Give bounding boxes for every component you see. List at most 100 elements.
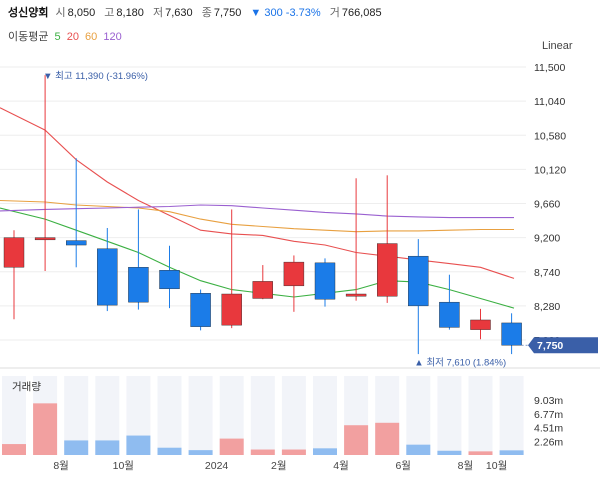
volume-tick-label: 9.03m bbox=[534, 395, 563, 407]
volume-bar-fill bbox=[313, 448, 337, 455]
volume-bar-fill bbox=[157, 447, 182, 455]
min-annotation: ▲ 최저 7,610 (1.84%) bbox=[414, 358, 506, 369]
y-tick-label: 8,280 bbox=[534, 301, 560, 313]
volume-bar-fill bbox=[95, 440, 120, 455]
y-tick-label: 10,120 bbox=[534, 164, 566, 176]
candle bbox=[470, 308, 491, 340]
candle-body bbox=[190, 293, 211, 327]
price-header: 성신양회 시 8,050 고 8,180 저 7,630 종 7,750 ▼ 300 -… bbox=[8, 4, 388, 20]
volume-bar bbox=[281, 376, 306, 455]
volume-bar-fill bbox=[375, 422, 400, 455]
volume-label: 거 bbox=[329, 7, 340, 19]
x-tick-label: 4월 bbox=[333, 460, 349, 472]
volume-bar bbox=[219, 376, 244, 455]
current-price-label: 7,750 bbox=[537, 340, 563, 352]
volume-bar-track bbox=[157, 376, 182, 455]
x-tick-label: 10월 bbox=[113, 460, 134, 472]
volume-bar-track bbox=[499, 376, 524, 455]
volume-bar bbox=[499, 376, 524, 455]
ma-line-120 bbox=[0, 204, 514, 219]
volume-bar-fill bbox=[219, 438, 244, 455]
volume-bar-fill bbox=[281, 449, 306, 455]
open-label: 시 bbox=[55, 7, 66, 19]
candle bbox=[34, 75, 56, 272]
volume-tick-label: 2.26m bbox=[534, 436, 563, 448]
ma-legend-5[interactable]: 5 bbox=[54, 31, 61, 43]
open-value: 8,050 bbox=[67, 7, 96, 19]
volume-bar bbox=[33, 376, 58, 455]
candle bbox=[128, 209, 149, 310]
volume-bar-track bbox=[406, 376, 431, 455]
volume-bar bbox=[406, 376, 431, 455]
y-tick-label: 11,040 bbox=[534, 96, 565, 108]
volume-tick-label: 6.77m bbox=[534, 409, 563, 421]
ma-legend-20[interactable]: 20 bbox=[66, 31, 79, 43]
ma-legend-120[interactable]: 120 bbox=[103, 31, 122, 43]
candle bbox=[190, 289, 211, 331]
x-tick-label: 2월 bbox=[271, 460, 287, 472]
candle-body bbox=[221, 293, 242, 326]
candle bbox=[501, 313, 522, 355]
candle-body bbox=[65, 240, 87, 246]
y-tick-label: 9,200 bbox=[534, 233, 560, 245]
volume-bar-fill bbox=[437, 450, 462, 455]
ma-legend-label: 이동평균 bbox=[8, 31, 49, 43]
volume-bar bbox=[437, 376, 462, 455]
volume-bar-fill bbox=[64, 440, 89, 455]
y-tick-label: 10,580 bbox=[534, 130, 566, 142]
volume-bar-track bbox=[250, 376, 275, 455]
candle-body bbox=[377, 243, 398, 297]
ma-line-20 bbox=[0, 107, 515, 279]
volume-bar bbox=[188, 376, 213, 455]
volume-bar bbox=[126, 376, 151, 455]
ma-line-60 bbox=[0, 199, 514, 233]
candle-body bbox=[470, 319, 491, 330]
candle bbox=[314, 258, 336, 307]
volume-bar-track bbox=[468, 376, 493, 455]
x-tick-label: 8월 bbox=[458, 460, 474, 472]
volume-bar-track bbox=[2, 376, 26, 455]
volume-bar-track bbox=[188, 376, 213, 455]
volume-bar-track bbox=[313, 376, 337, 455]
y-tick-label: 11,500 bbox=[534, 62, 565, 74]
volume-bar bbox=[157, 376, 182, 455]
y-tick-label: 9,660 bbox=[534, 199, 560, 211]
candle bbox=[221, 209, 242, 329]
volume-bar-fill bbox=[499, 450, 524, 455]
y-tick-label: 8,740 bbox=[534, 267, 560, 279]
volume-bar bbox=[2, 376, 26, 455]
x-tick-label: 10월 bbox=[486, 460, 507, 472]
volume-title: 거래량 bbox=[12, 381, 41, 393]
candle bbox=[408, 239, 429, 355]
candle bbox=[3, 230, 25, 320]
candle bbox=[439, 274, 460, 330]
close-label: 종 bbox=[201, 7, 212, 19]
candle-body bbox=[501, 322, 522, 346]
x-tick-label: 6월 bbox=[395, 460, 411, 472]
volume-bar bbox=[64, 376, 89, 455]
candle bbox=[377, 175, 398, 303]
candle-body bbox=[345, 293, 367, 297]
ma-legend-60[interactable]: 60 bbox=[85, 31, 98, 43]
scale-toggle[interactable]: Linear bbox=[542, 40, 573, 52]
candle-body bbox=[314, 262, 336, 300]
candle-body bbox=[408, 255, 429, 307]
candle-body bbox=[159, 270, 180, 290]
candle bbox=[65, 158, 87, 268]
candle-body bbox=[283, 261, 305, 287]
stock-name: 성신양회 bbox=[8, 7, 49, 19]
volume-bar-fill bbox=[2, 444, 26, 455]
volume-value: 766,085 bbox=[341, 7, 382, 19]
candle bbox=[159, 245, 180, 309]
volume-bar-fill bbox=[188, 450, 213, 455]
low-value: 7,630 bbox=[165, 7, 193, 19]
max-annotation: ▼ 최고 11,390 (-31.96%) bbox=[43, 71, 148, 82]
candle-body bbox=[3, 237, 25, 268]
current-price-tag bbox=[528, 337, 598, 354]
candle-body bbox=[34, 237, 56, 241]
high-label: 고 bbox=[104, 7, 115, 19]
volume-tick-label: 4.51m bbox=[534, 423, 563, 435]
candle bbox=[283, 255, 305, 312]
volume-bar-fill bbox=[126, 435, 151, 455]
